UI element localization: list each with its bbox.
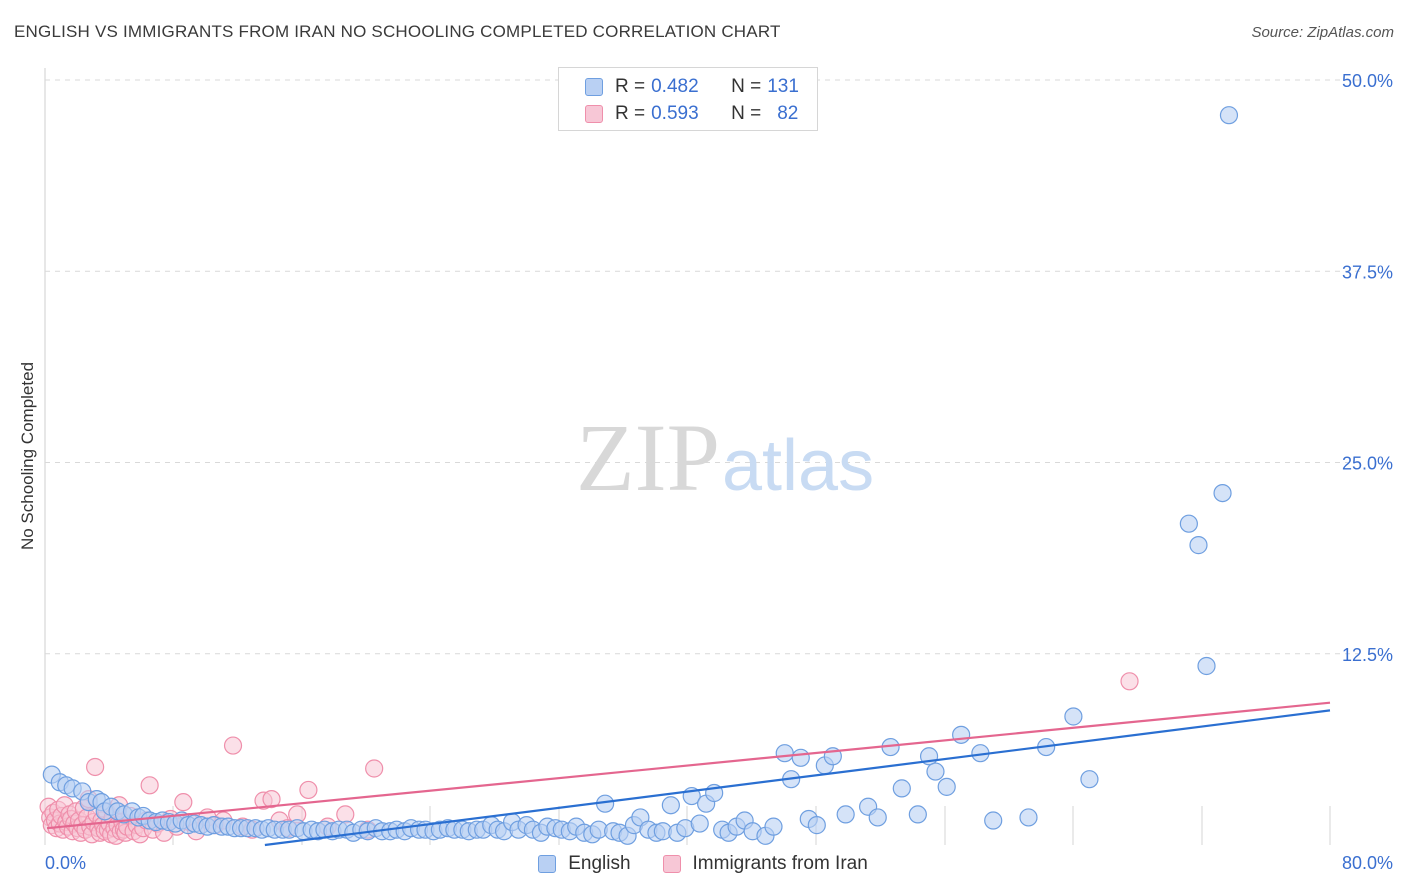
english-point bbox=[908, 805, 927, 824]
iran-point bbox=[1120, 672, 1139, 691]
legend-n-label: N = bbox=[731, 76, 762, 97]
legend-r-label: R = bbox=[615, 103, 646, 124]
english-point bbox=[807, 816, 826, 835]
legend-r-label: R = bbox=[615, 76, 646, 97]
iran-point bbox=[262, 789, 281, 809]
english-point bbox=[791, 748, 810, 767]
x-tick-label: 80.0% bbox=[1342, 853, 1393, 873]
english-swatch-icon bbox=[538, 855, 557, 873]
x-tick-label: 0.0% bbox=[45, 853, 86, 873]
trend-layer bbox=[46, 701, 1331, 847]
english-point bbox=[892, 779, 911, 798]
legend-iran-label: Immigrants from Iran bbox=[692, 853, 868, 874]
y-tick-label: 25.0% bbox=[1342, 454, 1393, 474]
source-label: Source: ZipAtlas.com bbox=[1251, 24, 1394, 41]
watermark-zip: ZIP bbox=[576, 404, 720, 511]
english-point bbox=[1064, 707, 1083, 726]
legend-n-value: 131 bbox=[767, 76, 799, 97]
iran-point bbox=[86, 757, 105, 777]
series-legend: English Immigrants from Iran bbox=[0, 853, 1406, 875]
english-point bbox=[764, 817, 783, 836]
legend-row-english: R = 0.482 N = 131 bbox=[585, 76, 799, 98]
legend-english-label: English bbox=[568, 853, 631, 874]
english-trend-line bbox=[264, 709, 1331, 847]
legend-row-iran: R = 0.593 N = 82 bbox=[585, 103, 798, 125]
iran-swatch-icon bbox=[585, 105, 603, 123]
english-point bbox=[1019, 808, 1038, 827]
iran-point bbox=[299, 780, 318, 800]
grid-layer bbox=[44, 68, 1360, 845]
y-axis-label: No Schooling Completed bbox=[18, 361, 37, 551]
english-point bbox=[952, 725, 971, 744]
y-tick-label: 50.0% bbox=[1342, 71, 1393, 91]
english-point bbox=[868, 808, 887, 827]
english-point bbox=[1197, 656, 1216, 676]
iran-trend-line bbox=[46, 701, 1331, 830]
english-point bbox=[661, 796, 680, 815]
english-point bbox=[1189, 536, 1208, 555]
legend-r-value: 0.482 bbox=[651, 76, 699, 97]
axis-label-layer: 12.5% 25.0% 37.5% 50.0% 0.0% 80.0% bbox=[45, 71, 1393, 873]
english-point bbox=[926, 762, 945, 781]
iran-point bbox=[140, 776, 159, 795]
chart-title: ENGLISH VS IMMIGRANTS FROM IRAN NO SCHOO… bbox=[14, 22, 781, 41]
correlation-legend: R = 0.482 N = 131 R = 0.593 N = 82 bbox=[558, 67, 818, 131]
iran-point bbox=[174, 793, 193, 812]
legend-r-value: 0.593 bbox=[651, 103, 699, 124]
y-tick-label: 12.5% bbox=[1342, 645, 1393, 665]
english-point bbox=[937, 777, 956, 796]
iran-swatch-icon bbox=[662, 855, 681, 873]
english-point bbox=[836, 805, 855, 824]
legend-n-value: 82 bbox=[777, 103, 799, 124]
legend-n-label: N = bbox=[731, 103, 762, 124]
english-point bbox=[690, 814, 709, 833]
iran-point bbox=[223, 736, 243, 755]
watermark-atlas: atlas bbox=[722, 426, 874, 506]
english-series bbox=[42, 106, 1239, 845]
english-point bbox=[984, 811, 1003, 830]
english-point bbox=[1213, 484, 1232, 503]
english-point bbox=[1080, 770, 1099, 789]
english-point bbox=[775, 744, 794, 763]
english-point bbox=[1219, 106, 1239, 125]
english-swatch-icon bbox=[585, 78, 603, 96]
english-point bbox=[1179, 514, 1198, 533]
legend-item-english: English bbox=[538, 853, 631, 875]
iran-point bbox=[336, 805, 355, 824]
y-tick-label: 37.5% bbox=[1342, 262, 1393, 282]
legend-item-iran: Immigrants from Iran bbox=[662, 853, 868, 875]
iran-point bbox=[365, 759, 384, 778]
